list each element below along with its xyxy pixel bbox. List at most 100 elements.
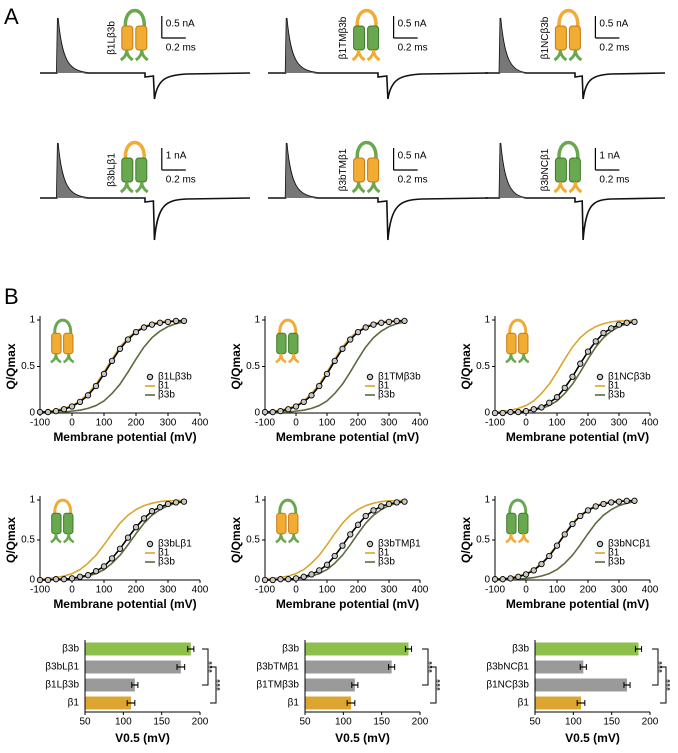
category-label: β1 [288,698,300,709]
x-tick-label: 200 [412,717,429,728]
data-point [323,561,331,568]
icon-loop [557,140,580,163]
x-tick-label: 0 [523,585,529,596]
data-point [393,317,400,325]
icon-helix [506,512,517,535]
data-point [569,373,576,380]
current-trace [40,17,251,100]
x-tick-label: 100 [319,418,336,429]
data-point [370,321,377,328]
y-tick-label: 0.5 [476,535,490,546]
data-point [339,542,346,549]
data-point [507,408,514,416]
data-point [401,317,408,325]
data-point [323,370,331,378]
x-tick-label: 300 [611,585,628,596]
icon-tail [140,49,149,62]
icon-tail [140,181,149,194]
data-point [92,382,100,390]
x-tick-label: 400 [412,585,429,596]
data-point [569,520,576,528]
x-tick-label: 100 [565,717,582,728]
current-trace [268,17,489,100]
data-point [172,317,180,325]
icon-helix [121,25,134,51]
data-point [331,552,338,560]
x-tick-label: 300 [160,585,177,596]
data-point [378,503,385,510]
y-axis-label: Q/Qmax [229,343,243,389]
legend-marker [366,540,374,548]
icon-tail [292,533,300,544]
x-tick-label: 100 [115,717,132,728]
icon-helix [353,157,366,183]
significance-bracket [210,666,217,704]
bar [305,642,409,656]
icon-helix [367,25,380,51]
x-tick-label: -100 [255,585,275,596]
data-point [285,576,292,583]
y-axis-label: Q/Qmax [459,517,473,563]
data-point [354,328,362,336]
significance-label: *** [436,679,447,691]
legend-label: β3b [378,390,395,401]
current-scale: 0.5 nA [599,19,628,30]
current-scale: 0.5 nA [166,19,195,30]
time-scale: 0.2 ms [398,43,428,54]
icon-helix [135,25,148,51]
data-point [76,573,84,580]
icon-helix [554,157,567,183]
trace-fill [56,18,89,73]
data-point [538,404,545,411]
trace-fill [285,143,319,198]
data-point [124,534,132,541]
data-point [491,576,499,583]
data-point [84,392,92,399]
data-point [347,336,354,343]
icon-tail [279,353,287,364]
data-point [308,392,315,399]
x-axis-label: Membrane potential (mV) [276,597,419,611]
legend-label: β3bNCβ1 [608,539,651,550]
x-axis-label: Membrane potential (mV) [53,597,196,611]
x-axis-label: V0.5 (mV) [115,731,170,745]
icon-tail [67,533,75,544]
icon-tail [54,353,62,364]
category-label: β3bLβ1 [45,662,79,673]
x-tick-label: -100 [30,418,50,429]
data-point [277,576,284,583]
icon-loop [278,498,298,517]
data-point [140,324,148,331]
x-axis-label: Membrane potential (mV) [276,430,419,444]
y-tick-label: 0 [254,575,260,586]
y-tick-label: 1 [29,495,35,506]
significance-bracket [422,648,429,686]
legend-label: β3b [158,557,175,568]
data-point [68,403,76,410]
legend-marker [596,373,604,381]
data-point [370,507,377,514]
data-point [608,499,615,506]
icon-loop [508,318,528,337]
data-point [269,408,276,416]
icon-tail [67,353,75,364]
x-tick-label: 0 [293,585,299,596]
icon-loop [123,140,146,163]
legend-marker [146,373,154,381]
x-tick-label: 50 [79,717,91,728]
icon-tail [558,181,568,194]
x-axis-label: V0.5 (mV) [335,731,390,745]
legend-label: β1 [608,548,620,559]
construct-label: β1NCβ3b [540,16,551,59]
x-tick-label: 100 [319,585,336,596]
bar [305,696,351,710]
construct-label: β1TMβ3b [338,16,349,59]
icon-helix [554,25,567,51]
legend-label: β3b [158,390,175,401]
x-tick-label: 0 [69,585,75,596]
x-tick-label: -100 [485,585,505,596]
x-tick-label: 200 [128,585,145,596]
y-tick-label: 0 [484,408,490,419]
data-point [316,567,323,574]
